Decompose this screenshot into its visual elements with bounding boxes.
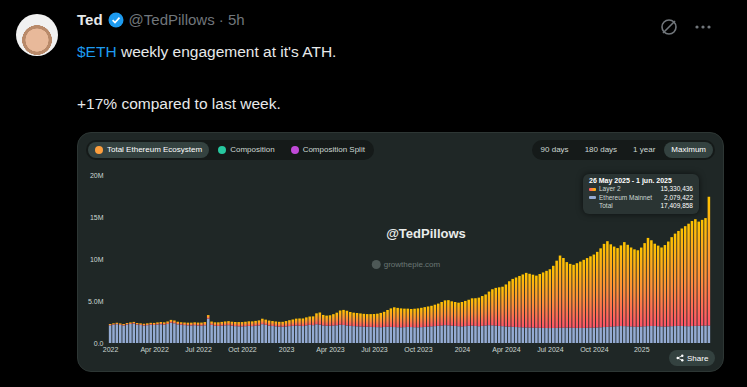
html-text:@TedPillows · 5h: @TedPillows · 5h <box>128 11 245 28</box>
svg-text:2022: 2022 <box>103 346 119 353</box>
html-text:@TedPillows: @TedPillows <box>386 226 466 241</box>
html-text:Composition Split: Composition Split <box>302 145 365 154</box>
html-text:Total Ethereum Ecosystem: Total Ethereum Ecosystem <box>107 145 203 154</box>
svg-text:Apr 2024: Apr 2024 <box>492 346 521 354</box>
svg-text:5.0M: 5.0M <box>88 298 104 305</box>
svg-text:10M: 10M <box>90 256 104 263</box>
html-text:1 year: 1 year <box>633 145 656 154</box>
html-text:growthepie.com: growthepie.com <box>383 260 441 269</box>
html-text:Ethereum Mainnet: Ethereum Mainnet <box>599 193 653 201</box>
svg-text:Jul 2022: Jul 2022 <box>185 346 212 353</box>
html-text:Layer 2: Layer 2 <box>599 185 621 192</box>
svg-text:2023: 2023 <box>279 346 295 353</box>
html-text:15,330,436: 15,330,436 <box>660 185 693 192</box>
svg-text:Jul 2023: Jul 2023 <box>361 346 388 353</box>
html-text:Maximum: Maximum <box>671 145 706 154</box>
html-text:Ted: Ted <box>77 11 103 28</box>
html-text:Composition: Composition <box>230 145 275 154</box>
html-text:90 days: 90 days <box>540 145 569 154</box>
svg-text:15M: 15M <box>90 214 104 221</box>
html-text:2,079,422: 2,079,422 <box>664 193 693 201</box>
svg-text:2024: 2024 <box>455 346 471 353</box>
svg-text:Oct 2023: Oct 2023 <box>404 346 433 353</box>
svg-text:Apr 2022: Apr 2022 <box>140 346 169 354</box>
svg-text:Apr 2023: Apr 2023 <box>316 346 345 354</box>
svg-text:Oct 2024: Oct 2024 <box>580 346 609 353</box>
html-text:17,409,858: 17,409,858 <box>660 202 693 209</box>
html-text:Share: Share <box>687 353 709 363</box>
html-text:Total: Total <box>599 202 613 209</box>
svg-text:20M: 20M <box>90 172 104 179</box>
html-text:$ETH weekly engagement at it's: $ETH weekly engagement at it's ATH. <box>77 43 337 60</box>
svg-text:Oct 2022: Oct 2022 <box>228 346 257 353</box>
svg-text:Jul 2024: Jul 2024 <box>537 346 564 353</box>
html-text:26 May 2025 - 1 jun. 2025: 26 May 2025 - 1 jun. 2025 <box>589 177 672 184</box>
html-text:+17% compared to last week.: +17% compared to last week. <box>77 95 281 112</box>
html-text:180 days: 180 days <box>584 145 618 154</box>
svg-text:0.0: 0.0 <box>93 339 104 347</box>
svg-text:2025: 2025 <box>634 346 650 353</box>
